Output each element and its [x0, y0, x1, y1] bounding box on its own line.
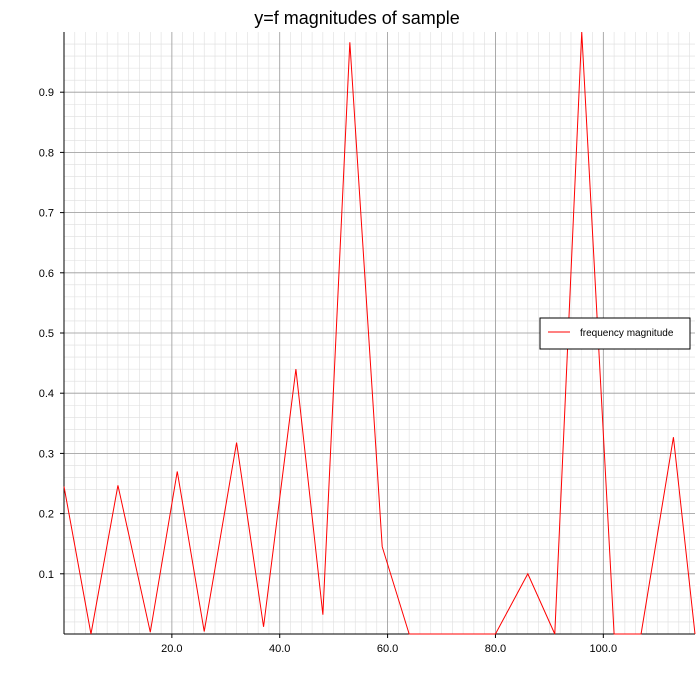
x-tick-label: 40.0 [269, 643, 290, 655]
legend: frequency magnitude [539, 317, 691, 350]
legend-box [539, 317, 691, 350]
y-tick-label: 0.4 [39, 388, 54, 400]
x-axis-ticks: 20.0 40.0 60.0 80.0 100.0 [161, 634, 617, 655]
y-tick-label: 0.8 [39, 147, 54, 159]
legend-label: frequency magnitude [580, 328, 674, 339]
x-tick-label: 20.0 [161, 643, 182, 655]
y-tick-label: 0.6 [39, 268, 54, 280]
major-grid [64, 32, 695, 634]
y-tick-label: 0.5 [39, 328, 54, 340]
x-tick-label: 60.0 [377, 643, 398, 655]
y-tick-label: 0.1 [39, 569, 54, 581]
y-tick-label: 0.2 [39, 509, 54, 521]
series-line-frequency-magnitude [63, 31, 696, 635]
y-axis-ticks: 0.1 0.2 0.3 0.4 0.5 0.6 0.7 0.8 0.9 [39, 87, 64, 581]
x-tick-label: 100.0 [590, 643, 618, 655]
series-layer [63, 31, 696, 635]
chart-title: y=f magnitudes of sample [254, 8, 460, 28]
y-tick-label: 0.9 [39, 87, 54, 99]
x-tick-label: 80.0 [485, 643, 506, 655]
y-tick-label: 0.7 [39, 208, 54, 220]
y-tick-label: 0.3 [39, 448, 54, 460]
